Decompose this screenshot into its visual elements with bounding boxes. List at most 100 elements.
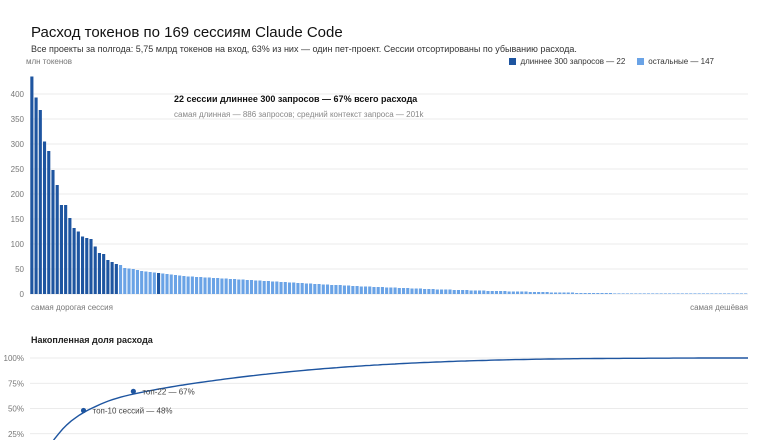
- bar: [655, 293, 659, 294]
- bar: [625, 293, 629, 294]
- bar: [338, 285, 342, 294]
- bar: [697, 293, 701, 294]
- bar: [511, 291, 515, 294]
- bar: [368, 286, 372, 294]
- bar: [342, 285, 346, 294]
- bar: [676, 293, 680, 294]
- bar: [744, 293, 748, 294]
- bar: [541, 292, 545, 294]
- bar: [452, 290, 456, 294]
- bar: [80, 236, 85, 294]
- bar: [731, 293, 735, 294]
- bar: [287, 282, 292, 294]
- bar: [431, 289, 435, 294]
- bar: [397, 288, 401, 294]
- bar: [93, 246, 97, 294]
- bar: [186, 276, 190, 294]
- bar: [473, 290, 477, 294]
- bar: [152, 272, 156, 294]
- bar: [292, 282, 296, 294]
- bar: [469, 290, 473, 294]
- annotation-subtitle: самая длинная — 886 запросов; средний ко…: [174, 110, 424, 119]
- bar: [524, 291, 528, 294]
- bar: [182, 276, 186, 294]
- bar: [545, 292, 549, 294]
- bar: [249, 280, 254, 294]
- bar: [241, 279, 245, 294]
- bar: [389, 287, 393, 294]
- bar-chart: млн токенов 0 50 100 150 200 250 300 350 400 22 …: [11, 57, 748, 312]
- bar: [173, 275, 178, 294]
- bar: [161, 273, 165, 294]
- legend-label-rest: остальные — 147: [648, 57, 714, 66]
- bar: [651, 293, 655, 294]
- y-tick-label: 0: [20, 290, 25, 299]
- bar: [528, 292, 532, 294]
- bar: [444, 289, 448, 294]
- bar: [59, 205, 63, 294]
- bar: [275, 281, 279, 294]
- bar: [722, 293, 727, 294]
- bar: [689, 293, 693, 294]
- cumulative-line: [52, 357, 748, 440]
- bar: [279, 282, 283, 294]
- bar: [684, 293, 689, 294]
- bar: [309, 283, 313, 294]
- bar: [575, 293, 579, 294]
- bar: [710, 293, 714, 294]
- bar: [330, 285, 334, 294]
- bar: [448, 289, 452, 294]
- bar: [144, 271, 148, 294]
- cum-marker-label: топ-22 — 67%: [142, 387, 194, 396]
- bar: [439, 289, 444, 294]
- bar: [89, 239, 93, 294]
- bar: [296, 283, 300, 294]
- bar: [490, 291, 494, 294]
- bar: [283, 282, 287, 294]
- bar: [456, 290, 460, 294]
- bar: [393, 287, 397, 294]
- bar: [410, 288, 414, 294]
- bar: [482, 290, 486, 294]
- bar: [646, 293, 651, 294]
- y-tick-label: 200: [11, 190, 25, 199]
- bar: [604, 293, 608, 294]
- bar: [499, 291, 503, 294]
- bar: [304, 283, 308, 294]
- bar: [118, 265, 123, 294]
- bar: [363, 286, 368, 294]
- bar: [583, 293, 587, 294]
- bar: [300, 283, 304, 294]
- y-tick-label: 100: [11, 240, 25, 249]
- legend-swatch-rest: [637, 58, 645, 65]
- bar: [258, 280, 262, 294]
- legend-item-rest: остальные — 147: [637, 57, 714, 66]
- y-tick-label: 300: [11, 140, 25, 149]
- bar: [621, 293, 625, 294]
- bar: [486, 291, 490, 294]
- bar: [207, 277, 211, 294]
- cum-marker: [80, 407, 87, 414]
- cumulative-title: Накопленная доля расхода: [31, 335, 153, 345]
- bar: [271, 281, 275, 294]
- bar: [668, 293, 672, 294]
- bar: [245, 280, 249, 294]
- bar: [566, 292, 570, 294]
- cum-marker: [130, 388, 136, 394]
- bar: [51, 170, 55, 294]
- bar: [140, 271, 144, 294]
- bar: [714, 293, 718, 294]
- cum-y-tick-label: 25%: [8, 430, 24, 439]
- bar: [608, 293, 613, 294]
- bar: [739, 293, 743, 294]
- bar: [85, 238, 89, 294]
- bar: [494, 291, 499, 294]
- bar: [693, 293, 697, 294]
- bar: [195, 277, 199, 294]
- bar: [642, 293, 646, 294]
- chart-title: Расход токенов по 169 сессиям Claude Cod…: [31, 24, 343, 41]
- bar: [165, 274, 169, 294]
- y-tick-label: 250: [11, 165, 25, 174]
- bar: [135, 270, 140, 294]
- bar: [224, 278, 228, 294]
